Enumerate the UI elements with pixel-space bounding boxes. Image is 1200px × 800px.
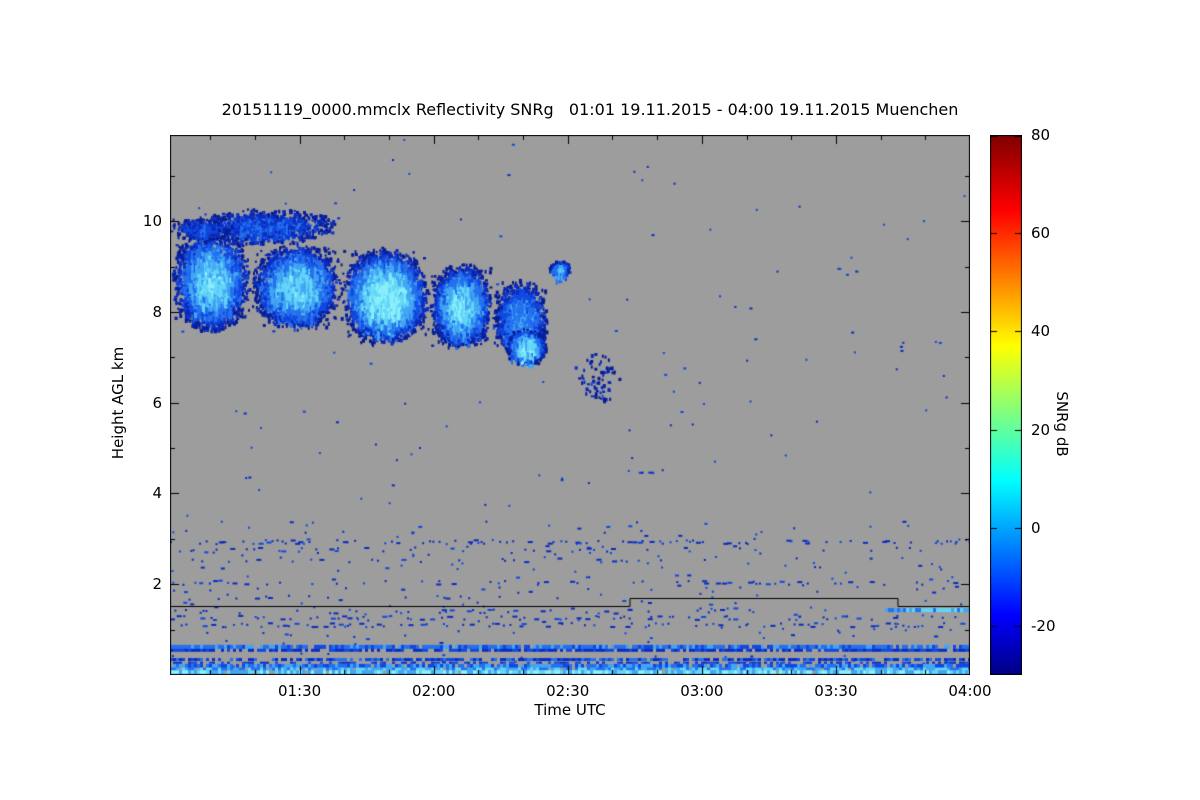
y-tick-label: 2 <box>152 575 162 594</box>
colorbar-tick-label: -20 <box>1031 616 1056 635</box>
colorbar-tick-label: 80 <box>1031 126 1051 144</box>
x-tick-label: 03:00 <box>680 682 724 700</box>
colorbar-tick-label: 40 <box>1031 322 1051 341</box>
x-tick-label: 04:00 <box>948 682 992 700</box>
y-tick-label: 8 <box>152 302 162 321</box>
heatmap-canvas <box>170 135 970 675</box>
y-tick-label: 4 <box>152 484 162 503</box>
plot-title: 20151119_0000.mmclx Reflectivity SNRg 01… <box>221 100 959 119</box>
x-tick-label: 02:30 <box>546 682 590 700</box>
x-tick-label: 01:30 <box>277 682 322 700</box>
y-tick-label: 10 <box>142 212 162 231</box>
x-axis-title: Time UTC <box>534 701 606 719</box>
x-tick-label: 03:30 <box>814 682 858 700</box>
colorbar <box>990 135 1022 675</box>
y-tick-label: 6 <box>152 393 162 412</box>
colorbar-tick-label: 20 <box>1031 420 1051 439</box>
colorbar-tick-label: 0 <box>1031 518 1041 537</box>
colorbar-tick-label: 60 <box>1031 224 1051 243</box>
x-tick-label: 02:00 <box>412 682 456 700</box>
